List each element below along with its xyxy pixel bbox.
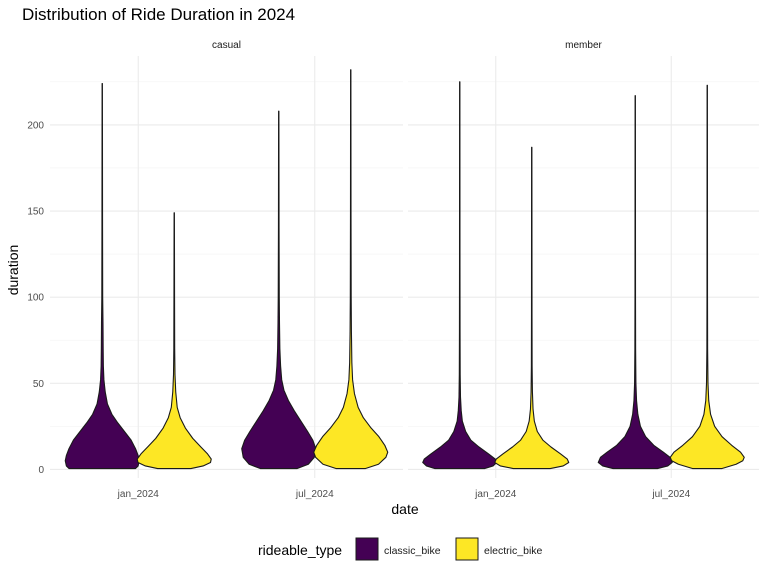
y-axis-title: duration [5,245,21,296]
y-tick-label: 200 [27,120,44,131]
y-tick-label: 100 [27,293,44,304]
y-tick-label: 50 [33,379,45,390]
facet-panel-casual: casual jan_2024 jul_2024 [50,40,403,500]
y-tick-label: 150 [27,207,44,218]
x-tick-label: jan_2024 [474,489,517,500]
legend-title: rideable_type [258,542,342,558]
legend-label-electric_bike: electric_bike [484,545,543,557]
legend-item-electric_bike: electric_bike [455,537,543,561]
x-axis-title: date [391,501,418,517]
violin-member-jul_2024-electric_bike [669,84,745,470]
x-tick-label: jul_2024 [295,489,334,500]
violin-member-jul_2024-classic_bike [597,95,673,470]
facet-label-member: member [565,40,602,51]
violin-member-jan_2024-electric_bike [494,146,570,470]
facet-panel-member: member jan_2024 jul_2024 [408,40,759,500]
legend-swatch-electric_bike [455,537,479,561]
legend-swatch-classic_bike [355,537,379,561]
facet-panels: casual jan_2024 jul_2024 member jan_2024 jul_… [50,40,759,500]
y-axis: 0 50 100 150 200 [27,120,44,475]
chart-title: Distribution of Ride Duration in 2024 [22,5,295,24]
violin-casual-jul_2024-electric_bike [313,69,389,470]
legend-label-classic_bike: classic_bike [384,545,441,557]
y-tick-label: 0 [38,465,44,476]
legend-item-classic_bike: classic_bike [355,537,441,561]
x-tick-label: jan_2024 [117,489,160,500]
violin-casual-jan_2024-electric_bike [136,212,212,470]
violin-casual-jul_2024-classic_bike [241,110,317,470]
violin-casual-jan_2024-classic_bike [64,83,140,470]
facet-label-casual: casual [212,40,241,51]
violin-member-jan_2024-classic_bike [422,81,498,470]
legend: rideable_type classic_bike electric_bike [258,537,543,561]
x-tick-label: jul_2024 [651,489,690,500]
